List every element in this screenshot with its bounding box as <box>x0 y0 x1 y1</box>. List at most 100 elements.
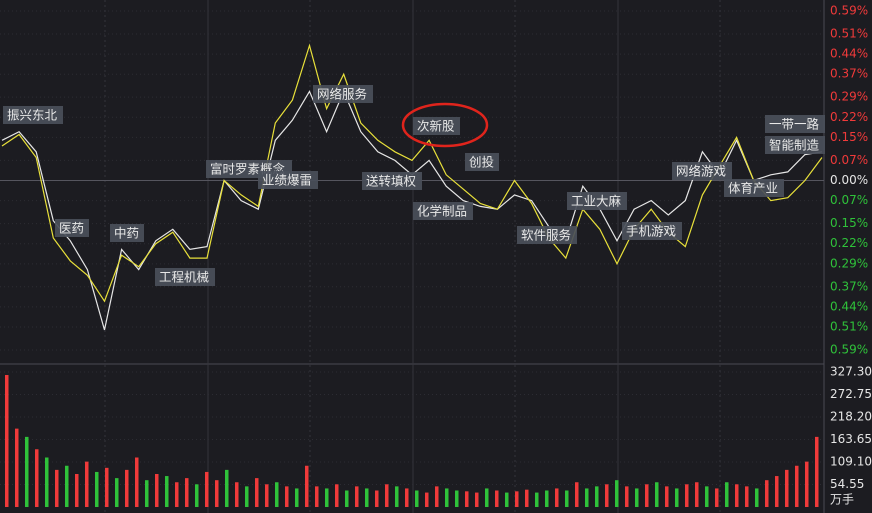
annotation: 工程机械 <box>159 270 210 285</box>
volume-bar <box>555 488 559 507</box>
annotation: 网络游戏 <box>676 164 726 179</box>
volume-bar <box>495 490 499 507</box>
volume-bar <box>195 484 199 507</box>
annotation-box <box>258 171 318 189</box>
volume-bar <box>275 482 279 507</box>
volume-bar <box>625 486 629 507</box>
volume-bar <box>575 482 579 507</box>
volume-bar <box>45 457 49 507</box>
volume-bar <box>485 488 489 507</box>
annotation: 振兴东北 <box>7 108 58 123</box>
y-tick-label: 0.51% <box>830 26 868 40</box>
annotation-box <box>362 172 422 190</box>
volume-bar <box>365 488 369 507</box>
highlight-circle <box>401 102 489 148</box>
annotation-box <box>517 226 577 244</box>
volume-bar <box>55 469 59 507</box>
annotation: 创投 <box>469 155 494 170</box>
volume-bar <box>95 471 99 507</box>
annotation: 送转填权 <box>366 174 417 189</box>
volume-bar <box>135 457 139 507</box>
volume-bar <box>35 449 39 507</box>
volume-tick-label: 163.65 <box>830 432 872 446</box>
volume-bar <box>465 491 469 507</box>
volume-bar <box>75 474 79 507</box>
annotation-box <box>413 202 473 220</box>
volume-bar <box>115 478 119 507</box>
annotation-box <box>724 179 784 197</box>
y-tick-label: 0.51% <box>830 320 868 334</box>
annotation: 工业大麻 <box>571 194 622 209</box>
frame <box>0 0 825 513</box>
volume-bar <box>595 486 599 507</box>
volume-bar <box>715 488 719 507</box>
volume-bar <box>815 436 819 507</box>
volume-bar <box>245 486 249 507</box>
annotation-box <box>622 222 682 240</box>
volume-bar <box>375 490 379 507</box>
volume-bar <box>265 484 269 507</box>
volume-bar <box>685 484 689 507</box>
y-tick-label: 0.07% <box>830 153 868 167</box>
volume-bar <box>165 476 169 507</box>
volume-bar <box>105 467 109 507</box>
volume-bar <box>475 492 479 507</box>
volume-bar <box>25 436 29 507</box>
volume-bar <box>345 490 349 507</box>
annotation: 软件服务 <box>521 228 571 243</box>
y-tick-label: 0.07% <box>830 193 868 207</box>
volume-bar <box>505 492 509 507</box>
volume-bar <box>765 480 769 507</box>
volume-bar <box>415 490 419 507</box>
annotation-box <box>155 268 215 286</box>
volume-bar <box>615 480 619 507</box>
annotation-box <box>672 162 732 180</box>
y-tick-label: 0.15% <box>830 216 868 230</box>
volume-bar <box>145 480 149 507</box>
annotation: 医药 <box>59 221 84 236</box>
price-line <box>1 43 823 303</box>
volume-bar <box>675 488 679 507</box>
volume-bar <box>535 492 539 507</box>
volume-tick-label: 109.10 <box>830 455 872 469</box>
volume-bar <box>5 375 9 507</box>
volume-bar <box>745 486 749 507</box>
volume-bar <box>805 461 809 507</box>
y-tick-label: 0.22% <box>830 236 868 250</box>
volume-bar <box>305 465 309 507</box>
annotation-box <box>3 106 63 124</box>
annotation-box <box>765 115 825 133</box>
annotation-box <box>765 136 825 154</box>
volume-bar <box>295 488 299 507</box>
volume-bar <box>325 488 329 507</box>
volume-bar <box>15 428 19 507</box>
volume-bar <box>65 465 69 507</box>
volume-bar <box>175 482 179 507</box>
annotation-box <box>465 153 499 171</box>
y-tick-label: 0.37% <box>830 279 868 293</box>
volume-bar <box>585 488 589 507</box>
y-tick-label: 0.22% <box>830 110 868 124</box>
annotation: 手机游戏 <box>626 224 676 239</box>
y-tick-label: 0.00% <box>830 173 868 187</box>
volume-bar <box>285 486 289 507</box>
volume-bar <box>525 489 529 507</box>
y-tick-label: 0.44% <box>830 47 868 61</box>
volume-bar <box>565 490 569 507</box>
volume-bar <box>405 488 409 507</box>
annotation: 业绩爆雷 <box>262 173 312 188</box>
volume-bar <box>395 486 399 507</box>
volume-bar <box>635 488 639 507</box>
volume-bar <box>335 484 339 507</box>
annotation: 化学制品 <box>417 204 467 219</box>
volume-bar <box>225 469 229 507</box>
volume-bar <box>435 486 439 507</box>
volume-bar <box>645 484 649 507</box>
volume-bar <box>215 480 219 507</box>
annotation-box <box>413 117 460 135</box>
volume-bar <box>315 486 319 507</box>
annotation: 次新股 <box>417 119 455 134</box>
volume-bar <box>85 461 89 507</box>
volume-bar <box>445 488 449 507</box>
volume-bar <box>205 471 209 507</box>
